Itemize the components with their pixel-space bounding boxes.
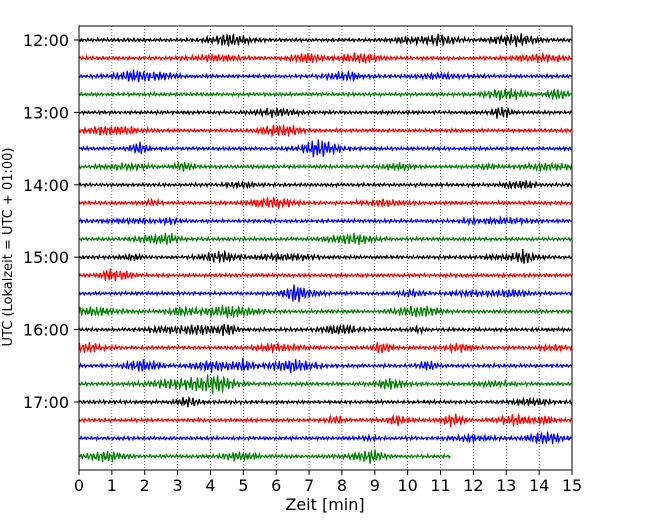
trace-line (78, 161, 573, 173)
x-tick-label: 15 (562, 476, 582, 495)
x-tick-label: 14 (529, 476, 549, 495)
y-tick-label: 16:00 (23, 321, 69, 340)
trace-line (78, 303, 573, 319)
trace-line (78, 341, 573, 355)
trace-line (78, 232, 573, 246)
trace-line (78, 139, 573, 158)
trace-line (78, 448, 451, 464)
trace-line (78, 268, 572, 282)
trace-line (78, 33, 573, 48)
trace-line (78, 51, 572, 64)
trace-line (78, 431, 572, 445)
x-tick-label: 6 (271, 476, 281, 495)
y-tick-label: 15:00 (23, 248, 69, 267)
trace-line (78, 396, 573, 408)
y-axis-label: UTC (Lokalzeit = UTC + 01:00) (1, 148, 16, 347)
trace-line (78, 87, 572, 101)
y-tick-label: 17:00 (23, 393, 69, 412)
x-tick-label: 8 (337, 476, 347, 495)
y-tick-label: 13:00 (23, 103, 69, 122)
trace-line (78, 284, 573, 303)
x-tick-label: 2 (140, 476, 150, 495)
trace-line (78, 357, 573, 374)
plot-frame (78, 25, 573, 471)
seismic-traces (78, 33, 573, 464)
trace-line (78, 106, 573, 119)
x-tick-label: 13 (496, 476, 516, 495)
x-tick-label: 7 (304, 476, 314, 495)
trace-line (78, 215, 573, 227)
trace-line (78, 249, 573, 264)
y-axis-ticks: 12:00 13:00 14:00 15:00 16:00 17:00 (23, 31, 79, 412)
x-axis-ticks: 0 1 2 3 4 5 6 7 8 9 10 11 12 13 14 15 (74, 470, 582, 495)
x-tick-label: 10 (397, 476, 417, 495)
trace-line (78, 124, 573, 138)
trace-line (78, 179, 573, 191)
x-tick-label: 9 (370, 476, 380, 495)
trace-line (78, 412, 573, 428)
trace-line (78, 374, 572, 395)
x-tick-label: 4 (205, 476, 215, 495)
trace-line (78, 69, 572, 83)
grid-lines (111, 26, 540, 470)
x-tick-label: 3 (173, 476, 183, 495)
x-axis-label: Zeit [min] (285, 495, 364, 514)
trace-line (78, 196, 573, 209)
x-tick-label: 5 (238, 476, 248, 495)
x-tick-label: 1 (107, 476, 117, 495)
x-tick-label: 11 (430, 476, 450, 495)
x-tick-label: 0 (74, 476, 84, 495)
y-tick-label: 12:00 (23, 31, 69, 50)
x-tick-label: 12 (463, 476, 483, 495)
trace-line (78, 323, 572, 337)
y-tick-label: 14:00 (23, 176, 69, 195)
